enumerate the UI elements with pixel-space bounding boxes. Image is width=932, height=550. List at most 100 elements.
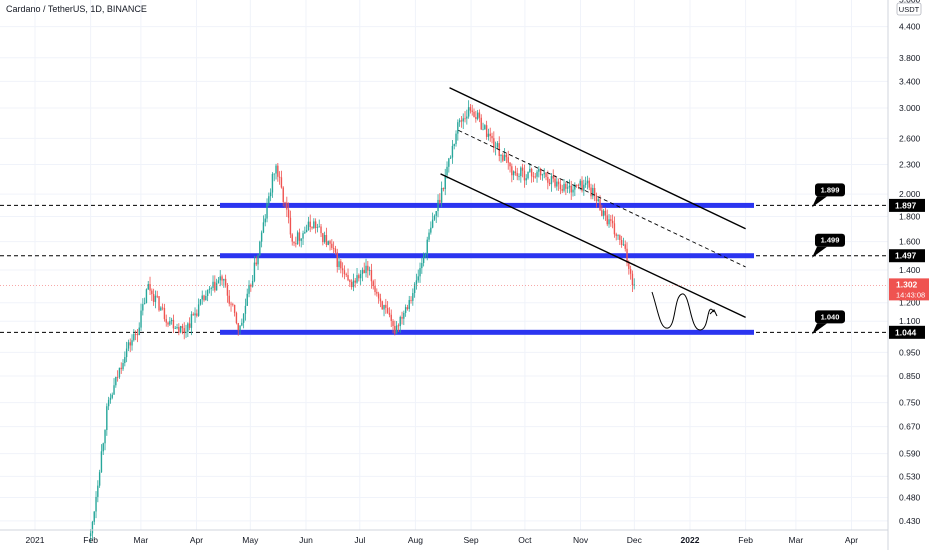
candle: [196, 309, 198, 318]
currency-badge[interactable]: USDT: [896, 2, 922, 16]
candle: [208, 286, 211, 294]
candle: [410, 296, 412, 304]
candle: [170, 317, 173, 325]
candle: [237, 322, 239, 336]
candle: [557, 178, 560, 191]
currency-label: USDT: [899, 5, 920, 14]
time-tick: Nov: [573, 535, 589, 545]
candle: [129, 338, 131, 353]
candle: [388, 307, 391, 318]
candle: [476, 109, 479, 121]
candle: [577, 183, 580, 190]
candle: [183, 322, 185, 340]
candle: [174, 325, 176, 330]
candle: [172, 314, 175, 334]
candle: [428, 229, 430, 243]
time-tick: Feb: [83, 535, 98, 545]
candle: [228, 289, 230, 307]
candle: [116, 370, 119, 382]
time-tick: Aug: [408, 535, 423, 545]
candle: [122, 359, 124, 371]
candle: [203, 294, 205, 302]
candle: [253, 256, 256, 283]
candle: [431, 212, 434, 229]
candle: [505, 152, 508, 164]
candle: [161, 303, 164, 311]
time-tick: May: [242, 535, 259, 545]
countdown-text: 14:43:08: [896, 290, 925, 299]
candle: [471, 104, 473, 116]
candle: [433, 214, 436, 221]
level-callout[interactable]: 1.040: [812, 310, 845, 335]
candle: [453, 143, 455, 150]
candle: [264, 214, 266, 227]
candle: [188, 317, 191, 331]
candle: [93, 511, 95, 525]
price-tick: 2.000: [899, 189, 921, 199]
candle: [359, 270, 362, 285]
projected-wave-path[interactable]: [651, 291, 715, 331]
candle: [464, 111, 466, 123]
candle: [550, 173, 553, 192]
candle: [160, 306, 162, 311]
price-tick: 0.750: [899, 398, 921, 408]
candle: [219, 270, 221, 287]
price-tick: 0.590: [899, 449, 921, 459]
candle: [458, 118, 461, 127]
candle: [408, 295, 410, 312]
candle: [430, 221, 432, 235]
level-callout[interactable]: 1.899: [812, 183, 845, 208]
level-callout[interactable]: 1.499: [812, 233, 845, 258]
candle: [538, 166, 540, 178]
channel-upper-line[interactable]: [449, 87, 746, 230]
candle: [343, 265, 346, 280]
candle: [502, 152, 504, 163]
candle: [134, 330, 137, 341]
candle: [145, 288, 148, 304]
candle: [401, 311, 403, 325]
candle: [138, 322, 140, 336]
candle: [413, 282, 416, 298]
candle: [377, 291, 380, 304]
candle: [521, 163, 524, 178]
candle: [336, 248, 338, 273]
candle: [581, 176, 583, 193]
candle: [350, 279, 353, 290]
candle: [143, 297, 146, 305]
candle: [547, 170, 549, 190]
candle: [455, 130, 457, 147]
price-tick: 1.400: [899, 265, 921, 275]
candle: [374, 279, 376, 296]
candle: [597, 197, 599, 203]
candle: [500, 154, 502, 163]
candle: [570, 180, 572, 200]
candle: [356, 268, 358, 284]
candle: [421, 257, 423, 274]
candle: [104, 429, 106, 451]
candle: [332, 241, 335, 254]
candle: [534, 173, 536, 179]
candle: [397, 323, 400, 333]
level-price-text: 1.497: [895, 251, 917, 261]
candle: [120, 362, 122, 374]
candle: [309, 214, 311, 233]
candle: [163, 303, 166, 322]
candle: [255, 256, 257, 267]
candle: [473, 108, 475, 118]
price-tick: 2.300: [899, 159, 921, 169]
candle: [287, 202, 290, 224]
candle: [181, 323, 184, 335]
candle: [606, 209, 608, 227]
candle: [97, 480, 99, 503]
candle: [622, 237, 625, 246]
candle: [611, 214, 614, 229]
candle: [201, 290, 203, 305]
candle: [300, 238, 302, 248]
channel-lower-line[interactable]: [440, 173, 746, 319]
candle: [449, 155, 452, 160]
candle: [426, 236, 428, 261]
channel-mid-dashed-line[interactable]: [458, 129, 746, 268]
candle: [185, 324, 187, 338]
candle: [187, 322, 189, 338]
